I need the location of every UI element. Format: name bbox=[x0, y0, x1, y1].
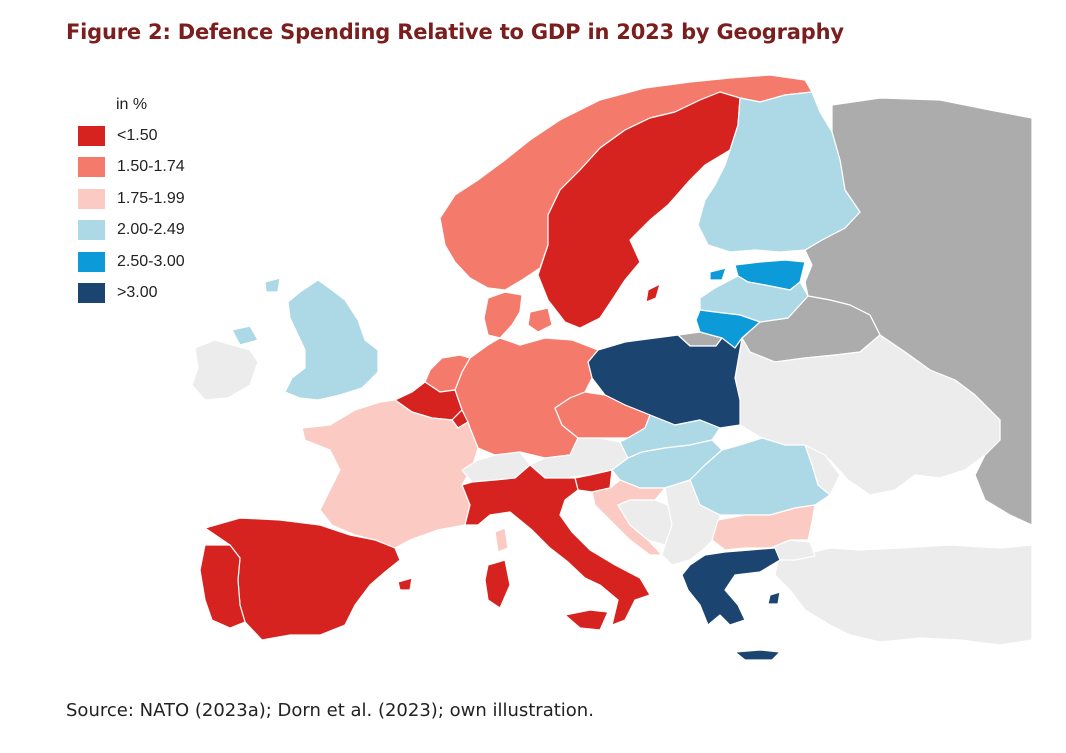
legend-label: 2.00-2.49 bbox=[117, 221, 185, 239]
legend-swatch bbox=[78, 157, 105, 178]
region-greek-island bbox=[767, 591, 781, 605]
legend-label: <1.50 bbox=[117, 126, 158, 144]
legend-label: >3.00 bbox=[117, 284, 158, 302]
legend-title: in % bbox=[116, 96, 148, 113]
region-northern-ireland bbox=[231, 325, 259, 346]
legend-swatch bbox=[78, 251, 105, 272]
legend-swatch bbox=[78, 188, 105, 209]
region-greece bbox=[681, 547, 781, 626]
region-corsica bbox=[494, 527, 509, 553]
legend-label: 1.75-1.99 bbox=[117, 189, 185, 207]
map-legend: in % <1.50 1.50-1.74 1.75-1.99 2.00-2.49… bbox=[78, 96, 185, 309]
legend-item: <1.50 bbox=[78, 120, 185, 152]
legend-label: 2.50-3.00 bbox=[117, 252, 185, 270]
region-crete bbox=[734, 649, 781, 661]
region-balearic bbox=[397, 577, 413, 591]
legend-swatch bbox=[78, 125, 105, 146]
figure-title: Figure 2: Defence Spending Relative to G… bbox=[66, 20, 844, 44]
region-romania bbox=[689, 437, 831, 516]
region-sweden bbox=[537, 91, 741, 329]
legend-item: >3.00 bbox=[78, 278, 185, 310]
source-note: Source: NATO (2023a); Dorn et al. (2023)… bbox=[66, 700, 594, 721]
region-bulgaria bbox=[711, 504, 816, 551]
region-uk bbox=[284, 279, 379, 401]
region-ireland bbox=[191, 339, 259, 401]
region-saaremaa bbox=[709, 267, 727, 281]
region-sardinia bbox=[484, 559, 511, 609]
legend-swatch bbox=[78, 283, 105, 304]
legend-label: 1.50-1.74 bbox=[117, 158, 185, 176]
legend-item: 1.50-1.74 bbox=[78, 152, 185, 184]
region-sicily bbox=[564, 609, 609, 631]
legend-item: 2.50-3.00 bbox=[78, 246, 185, 278]
region-serbia bbox=[661, 479, 721, 566]
region-turkey bbox=[774, 544, 1033, 646]
region-italy bbox=[461, 464, 651, 626]
legend-item: 2.00-2.49 bbox=[78, 215, 185, 247]
region-zealand bbox=[527, 307, 553, 333]
region-scotland-isles bbox=[264, 277, 281, 293]
legend-swatch bbox=[78, 220, 105, 241]
region-finland bbox=[697, 91, 861, 253]
region-portugal bbox=[199, 544, 246, 629]
region-denmark bbox=[483, 291, 523, 339]
region-france bbox=[301, 399, 479, 549]
region-gotland bbox=[645, 283, 661, 303]
legend-item: 1.75-1.99 bbox=[78, 183, 185, 215]
